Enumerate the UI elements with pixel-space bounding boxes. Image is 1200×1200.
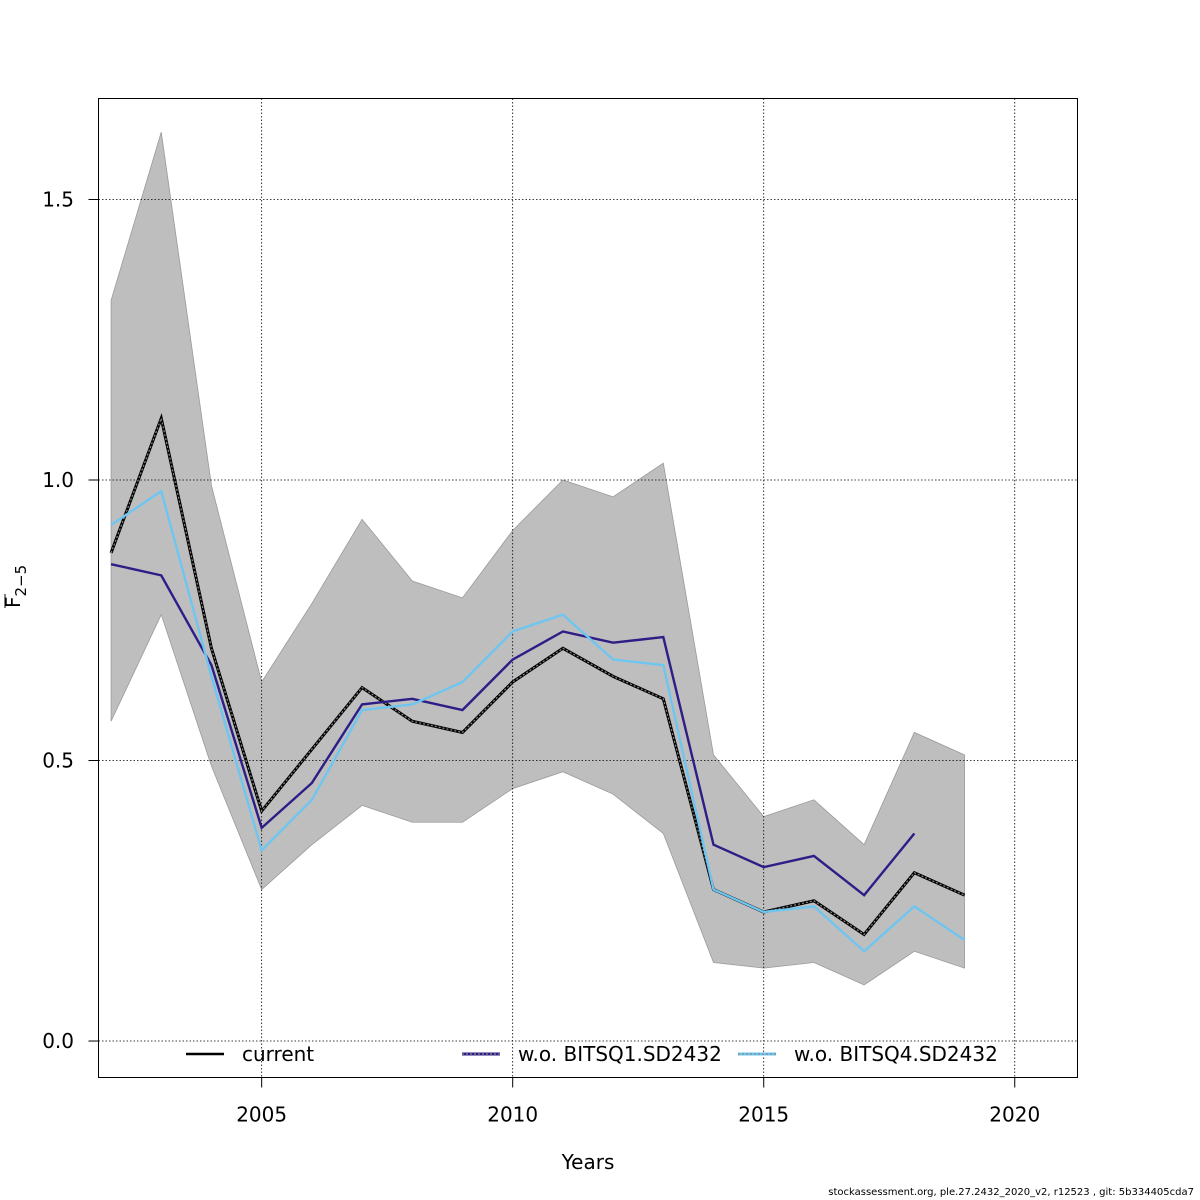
x-axis: 2005 2010 2015 2020 bbox=[236, 1077, 1040, 1127]
series-line-2 bbox=[110, 489, 966, 953]
footer-credit: stockassessment.org, ple.27.2432_2020_v2… bbox=[828, 1187, 1194, 1198]
confidence-band bbox=[110, 132, 965, 986]
x-tick-label-2015: 2015 bbox=[738, 1103, 789, 1127]
y-axis-title: F2−5 bbox=[1, 565, 30, 608]
x-axis-title: Years bbox=[561, 1150, 615, 1174]
series-lines bbox=[109, 412, 966, 953]
x-tick-label-2005: 2005 bbox=[236, 1103, 287, 1127]
y-axis-title-subscript: 2−5 bbox=[12, 565, 30, 597]
x-tick-label-2020: 2020 bbox=[989, 1103, 1040, 1127]
confidence-band-area bbox=[110, 132, 965, 986]
y-tick-label-0.0: 0.0 bbox=[42, 1029, 74, 1053]
legend: current w.o. BITSQ1.SD2432 w.o. BITSQ4.SD2… bbox=[186, 1042, 998, 1066]
y-tick-label-1.0: 1.0 bbox=[42, 468, 74, 492]
plot-frame bbox=[98, 98, 1078, 1078]
legend-label-2: w.o. BITSQ4.SD2432 bbox=[794, 1042, 998, 1066]
y-axis: 0.0 0.5 1.0 1.5 bbox=[42, 187, 99, 1053]
y-tick-label-1.5: 1.5 bbox=[42, 187, 74, 211]
y-tick-label-0.5: 0.5 bbox=[42, 749, 74, 773]
grid bbox=[98, 98, 1078, 1078]
legend-label-1: w.o. BITSQ1.SD2432 bbox=[518, 1042, 722, 1066]
series-line-1 bbox=[110, 562, 916, 897]
legend-label-0: current bbox=[242, 1042, 314, 1066]
y-axis-title-main: F bbox=[1, 596, 25, 608]
series-line-0-dash bbox=[110, 416, 965, 936]
svg-text:F2−5: F2−5 bbox=[1, 565, 30, 608]
x-tick-label-2010: 2010 bbox=[487, 1103, 538, 1127]
